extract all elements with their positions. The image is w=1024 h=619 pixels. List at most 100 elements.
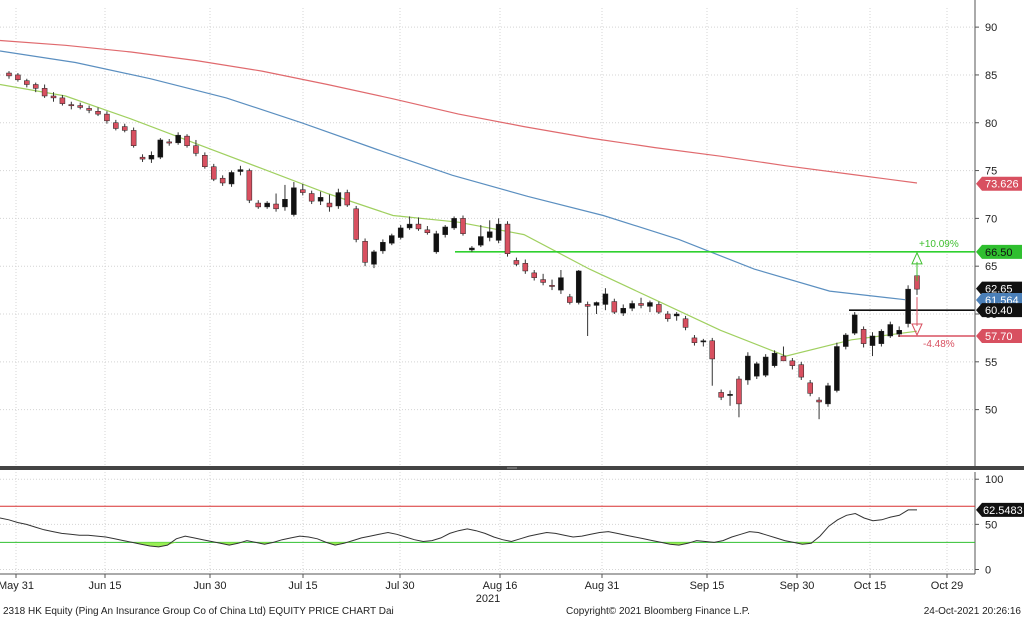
candle-body bbox=[611, 301, 618, 313]
price-tag-label: 62.65 bbox=[985, 284, 1013, 296]
x-tick-label: Jun 15 bbox=[88, 580, 121, 592]
candle-body bbox=[504, 223, 511, 255]
moving-average-line bbox=[0, 50, 906, 301]
candle-body bbox=[736, 378, 742, 405]
candle-body bbox=[602, 293, 609, 305]
rsi-y-tick-label: 0 bbox=[985, 564, 991, 576]
candle-body bbox=[869, 335, 876, 346]
candle-body bbox=[816, 399, 822, 403]
x-tick-label: Sep 30 bbox=[780, 580, 815, 592]
candle-body bbox=[317, 197, 324, 202]
candle-body bbox=[531, 272, 537, 278]
candle-body bbox=[745, 355, 751, 381]
candle-body bbox=[433, 233, 440, 253]
candle-body bbox=[682, 318, 689, 328]
candle-body bbox=[558, 277, 564, 291]
candle-body bbox=[228, 172, 235, 185]
y-tick-label: 55 bbox=[985, 357, 997, 369]
candle-body bbox=[478, 236, 484, 246]
candle-body bbox=[647, 302, 653, 307]
candle-body bbox=[389, 235, 395, 244]
candle-body bbox=[522, 263, 529, 272]
x-tick-label: May 31 bbox=[0, 580, 34, 592]
candle-body bbox=[139, 156, 146, 160]
candle-body bbox=[219, 177, 226, 184]
candle-body bbox=[166, 141, 172, 144]
x-tick-label: Jun 30 bbox=[193, 580, 226, 592]
candle-body bbox=[308, 193, 315, 202]
x-tick-label: Aug 31 bbox=[585, 580, 620, 592]
candle-body bbox=[549, 285, 555, 287]
annotation-up-percent: +10.09% bbox=[919, 239, 959, 250]
candle-body bbox=[664, 313, 671, 320]
candle-body bbox=[353, 208, 359, 240]
candle-body bbox=[193, 145, 199, 154]
price-tag-label: 60.40 bbox=[985, 305, 1013, 317]
price-tag-background bbox=[976, 244, 1022, 259]
candle-body bbox=[629, 303, 635, 309]
candle-body bbox=[700, 340, 707, 343]
candle-body bbox=[68, 104, 75, 107]
candle-body bbox=[620, 308, 626, 314]
x-tick-label: Jul 15 bbox=[288, 580, 317, 592]
footer-security-description: 2318 HK Equity (Ping An Insurance Group … bbox=[3, 606, 394, 617]
candle-body bbox=[442, 226, 448, 235]
candle-body bbox=[300, 189, 306, 193]
candle-body bbox=[567, 296, 573, 303]
moving-average-line bbox=[0, 39, 918, 184]
arrow-down-icon bbox=[911, 323, 923, 337]
candle-body bbox=[469, 247, 475, 251]
candle-body bbox=[584, 304, 591, 307]
candle-body bbox=[834, 346, 840, 391]
candle-body bbox=[237, 169, 244, 172]
candle-body bbox=[780, 355, 787, 362]
x-tick-label: Oct 15 bbox=[854, 580, 886, 592]
candle-body bbox=[291, 187, 297, 215]
rsi-y-tick-label: 100 bbox=[985, 474, 1003, 486]
candle-body bbox=[59, 97, 66, 104]
candle-body bbox=[77, 105, 83, 108]
y-tick-label: 65 bbox=[985, 261, 997, 273]
candle-body bbox=[335, 192, 342, 207]
y-tick-label: 90 bbox=[985, 22, 997, 34]
candle-body bbox=[825, 385, 831, 405]
candle-body bbox=[415, 223, 422, 230]
candle-body bbox=[656, 304, 662, 313]
candle-body bbox=[397, 227, 404, 238]
rsi-line bbox=[0, 509, 917, 548]
annotation-down-percent: -4.48% bbox=[923, 339, 955, 350]
candle-body bbox=[41, 88, 48, 97]
price-tag-background bbox=[976, 281, 1022, 296]
candle-body bbox=[486, 231, 493, 238]
candle-body bbox=[673, 313, 680, 317]
candle-body bbox=[380, 242, 386, 252]
candle-body bbox=[727, 394, 733, 396]
candle-body bbox=[762, 356, 769, 376]
candle-body bbox=[718, 392, 724, 398]
candle-body bbox=[691, 337, 698, 343]
candle-body bbox=[593, 302, 600, 306]
candle-body bbox=[878, 330, 885, 344]
price-tag: 73.626 bbox=[976, 176, 1022, 191]
candle-body bbox=[157, 139, 164, 158]
candle-body bbox=[451, 218, 457, 229]
candle-body bbox=[406, 223, 413, 229]
candle-body bbox=[202, 155, 208, 167]
candle-body bbox=[113, 122, 119, 129]
candle-body bbox=[362, 241, 368, 263]
footer-timestamp: 24-Oct-2021 20:26:16 bbox=[924, 606, 1022, 617]
price-tag-label: 57.70 bbox=[985, 331, 1013, 343]
candle-body bbox=[495, 223, 502, 241]
price-tag: 57.70 bbox=[976, 328, 1022, 343]
candle-body bbox=[896, 330, 902, 335]
candle-body bbox=[86, 108, 92, 111]
candle-body bbox=[130, 130, 137, 146]
candle-body bbox=[887, 324, 894, 337]
candle-body bbox=[540, 279, 546, 283]
candle-body bbox=[807, 382, 813, 394]
candle-body bbox=[210, 166, 217, 180]
candle-body bbox=[709, 340, 716, 360]
price-tag: 60.40 bbox=[976, 303, 1022, 318]
